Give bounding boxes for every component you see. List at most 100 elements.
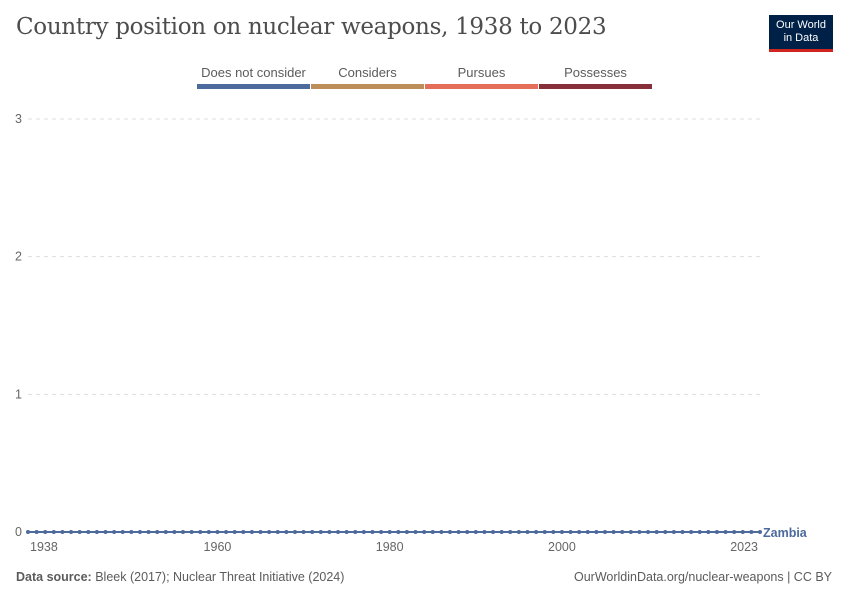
data-point [396,530,401,534]
chart-title: Country position on nuclear weapons, 193… [16,14,607,40]
data-point [198,530,203,534]
data-point [181,530,186,534]
data-point [120,530,125,534]
series-label: Zambia [763,526,808,540]
data-point [465,530,470,534]
data-point [542,530,547,534]
data-point [327,530,332,534]
data-point [336,530,341,534]
data-point [723,530,728,534]
data-point [112,530,117,534]
data-point [43,530,48,534]
data-point [77,530,82,534]
y-tick-label: 1 [15,387,22,401]
legend-swatch [539,84,652,89]
data-point [189,530,194,534]
data-point [267,530,272,534]
data-point [318,530,323,534]
data-point [602,530,607,534]
data-point [232,530,237,534]
data-point [224,530,229,534]
data-point [456,530,461,534]
data-point [525,530,530,534]
data-point [430,530,435,534]
data-point [706,530,711,534]
data-point [163,530,168,534]
data-point [637,530,642,534]
data-point [740,530,745,534]
data-point [482,530,487,534]
data-point [534,530,539,534]
data-point [275,530,280,534]
data-point [732,530,737,534]
data-point [594,530,599,534]
data-point [671,530,676,534]
data-point [628,530,633,534]
data-point [361,530,366,534]
data-point [137,530,142,534]
data-point [103,530,108,534]
y-tick-label: 0 [15,525,22,539]
data-point [551,530,556,534]
data-point [654,530,659,534]
data-point [206,530,211,534]
data-point [241,530,246,534]
data-point [51,530,56,534]
data-point [516,530,521,534]
data-point [663,530,668,534]
x-tick-label: 2000 [548,540,576,554]
data-point [344,530,349,534]
data-point [646,530,651,534]
data-point [379,530,384,534]
legend: Does not consider Considers Pursues Poss… [197,65,653,89]
data-point [370,530,375,534]
data-point [413,530,418,534]
data-point [689,530,694,534]
data-point [301,530,306,534]
data-point [146,530,151,534]
data-point [34,530,39,534]
data-point [387,530,392,534]
x-tick-label: 1938 [30,540,58,554]
data-point [94,530,99,534]
data-point [473,530,478,534]
legend-item-does-not-consider[interactable]: Does not consider [197,65,310,89]
legend-swatch [425,84,538,89]
data-source: Data source: Bleek (2017); Nuclear Threa… [16,570,345,584]
data-point [447,530,452,534]
data-point [258,530,263,534]
data-point [404,530,409,534]
data-point [86,530,91,534]
data-point [620,530,625,534]
data-point [499,530,504,534]
data-point [439,530,444,534]
data-point [155,530,160,534]
owid-logo[interactable]: Our World in Data [769,15,833,52]
data-point [680,530,685,534]
data-point [491,530,496,534]
source-url[interactable]: OurWorldinData.org/nuclear-weapons | CC … [574,570,832,584]
data-point [508,530,513,534]
legend-item-considers[interactable]: Considers [311,65,424,89]
data-point [758,530,762,534]
data-point [697,530,702,534]
data-point [577,530,582,534]
data-point [353,530,358,534]
legend-swatch [197,84,310,89]
data-point [284,530,289,534]
data-point [611,530,616,534]
y-tick-label: 3 [15,112,22,126]
legend-item-possesses[interactable]: Possesses [539,65,652,89]
data-point [249,530,254,534]
y-tick-label: 2 [15,250,22,264]
x-tick-label: 1960 [204,540,232,554]
data-point [422,530,427,534]
data-point [129,530,134,534]
data-point [559,530,564,534]
data-point [26,530,30,534]
x-tick-label: 1980 [376,540,404,554]
legend-item-pursues[interactable]: Pursues [425,65,538,89]
x-tick-label: 2023 [730,540,758,554]
data-point [310,530,315,534]
